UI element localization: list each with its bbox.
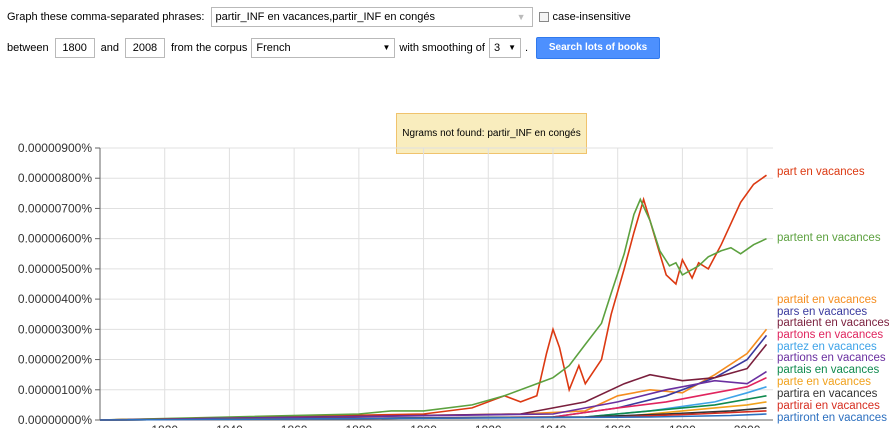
corpus-value: French <box>256 42 291 54</box>
series-label: partira en vacances <box>777 388 878 400</box>
x-tick-label: 1900 <box>410 423 437 428</box>
series-line <box>99 197 767 421</box>
y-tick-label: 0.00000700% <box>18 201 92 215</box>
series-label: partaient en vacances <box>777 317 889 329</box>
series-label: partions en vacances <box>777 352 886 364</box>
corpus-select[interactable]: French ▼ <box>251 38 396 58</box>
smoothing-select[interactable]: 3 ▼ <box>488 38 521 58</box>
start-year-input[interactable]: 1800 <box>54 38 95 58</box>
between-label: between <box>7 42 49 54</box>
search-button[interactable]: Search lots of books <box>536 37 661 59</box>
chevron-down-icon: ▼ <box>382 43 391 52</box>
series-label: partez en vacances <box>777 341 877 353</box>
series-label: part en vacances <box>777 166 865 178</box>
series-line <box>99 343 768 421</box>
smoothing-label: with smoothing of <box>399 42 485 54</box>
and-label: and <box>100 42 119 54</box>
corpus-label: from the corpus <box>170 42 248 54</box>
x-tick-label: 1880 <box>345 423 372 428</box>
y-tick-label: 0.00000300% <box>18 322 92 336</box>
series-label: partait en vacances <box>777 294 877 306</box>
series-label: partais en vacances <box>777 364 880 376</box>
query-row: Graph these comma-separated phrases: par… <box>7 6 631 28</box>
case-insensitive-label: case-insensitive <box>552 11 631 23</box>
chart-axes: 0.00000900% 0.00000800% 0.00000700% 0.00000… <box>18 141 773 428</box>
chevron-down-icon: ▼ <box>508 43 516 52</box>
x-tick-label: 1980 <box>669 423 696 428</box>
smoothing-value: 3 <box>493 42 501 54</box>
settings-row: between 1800 and 2008 from the corpus Fr… <box>7 37 661 59</box>
series-line <box>99 174 767 421</box>
series-line <box>99 370 767 421</box>
y-tick-label: 0.00000000% <box>18 413 92 427</box>
x-tick-label: 1960 <box>604 423 631 428</box>
not-found-notice: Ngrams not found: partir_INF en congés <box>396 113 587 154</box>
x-tick-label: 1820 <box>151 423 178 428</box>
x-tick-label: 1920 <box>475 423 502 428</box>
chart-series-labels: part en vacances partent en vacances parta… <box>777 166 889 424</box>
x-tick-label: 1860 <box>281 423 308 428</box>
case-insensitive-checkbox[interactable] <box>538 12 549 22</box>
x-tick-label: 1940 <box>540 423 567 428</box>
series-label: pars en vacances <box>777 306 867 318</box>
phrase-input-value: partir_INF en vacances,partir_INF en con… <box>215 11 436 23</box>
x-tick-label: 1840 <box>216 423 243 428</box>
input-dropdown-icon[interactable]: ▼ <box>516 12 526 22</box>
x-tick-label: 2000 <box>734 423 761 428</box>
chart-grid <box>100 147 773 421</box>
period: . <box>524 42 529 54</box>
series-label: partent en vacances <box>777 232 881 244</box>
y-tick-label: 0.00000100% <box>18 383 92 397</box>
series-label: partirai en vacances <box>777 400 880 412</box>
y-tick-label: 0.00000400% <box>18 292 92 306</box>
chart-lines <box>99 174 768 421</box>
y-tick-label: 0.00000800% <box>18 171 92 185</box>
series-label: partiront en vacances <box>777 412 887 424</box>
y-tick-label: 0.00000600% <box>18 232 92 246</box>
series-label: parte en vacances <box>777 376 871 388</box>
phrase-input[interactable]: partir_INF en vacances,partir_INF en con… <box>210 7 533 27</box>
y-tick-label: 0.00000200% <box>18 353 92 367</box>
series-line <box>99 328 768 421</box>
graph-label: Graph these comma-separated phrases: <box>7 11 205 23</box>
y-tick-label: 0.00000900% <box>18 141 92 155</box>
y-tick-label: 0.00000500% <box>18 262 92 276</box>
end-year-input[interactable]: 2008 <box>124 38 165 58</box>
series-line <box>99 413 767 421</box>
series-label: partons en vacances <box>777 329 883 341</box>
